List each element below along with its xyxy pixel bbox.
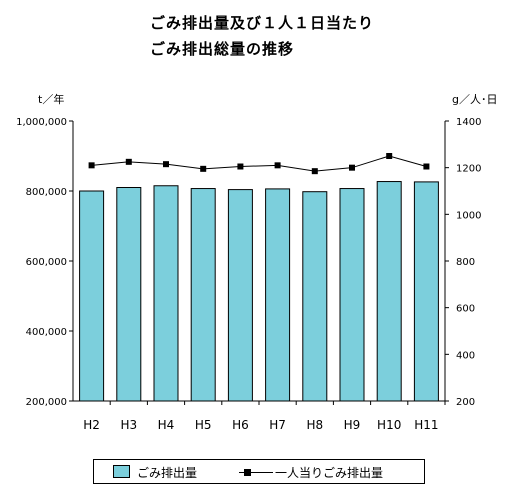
legend-line-marker xyxy=(244,469,251,476)
line-marker-H11 xyxy=(423,163,430,170)
bar-H6 xyxy=(227,189,253,402)
left-tick-label: 1,000,000 xyxy=(16,117,67,128)
left-axis-unit: t／年 xyxy=(38,93,65,106)
chart-title-line-2: ごみ排出総量の推移 xyxy=(150,40,295,58)
bar-H3 xyxy=(116,187,142,402)
chart-title-line-1: ごみ排出量及び１人１日当たり xyxy=(150,14,375,32)
line-marker-H3 xyxy=(125,158,132,165)
bar-H9 xyxy=(339,188,365,402)
x-tick-label-H5: H5 xyxy=(195,418,212,432)
right-tick-label: 400 xyxy=(456,350,475,361)
bar-H2 xyxy=(79,190,105,402)
right-tick-label: 600 xyxy=(456,304,475,315)
x-tick-label-H6: H6 xyxy=(232,418,249,432)
bar-H11 xyxy=(413,181,439,402)
line-marker-H5 xyxy=(200,165,207,172)
x-tick-label-H11: H11 xyxy=(414,418,438,432)
left-tick-label: 200,000 xyxy=(26,397,67,408)
right-tick-label: 1000 xyxy=(456,210,481,221)
left-tick-label: 600,000 xyxy=(26,257,67,268)
right-tick-label: 800 xyxy=(456,257,475,268)
legend-bar-swatch xyxy=(113,465,130,478)
line-marker-H8 xyxy=(311,168,318,175)
left-tick-label: 800,000 xyxy=(26,187,67,198)
bar-H7 xyxy=(265,188,291,402)
line-marker-H9 xyxy=(349,164,355,171)
line-marker-H4 xyxy=(163,161,169,168)
right-axis-unit: g／人･日 xyxy=(452,93,498,106)
bar-H10 xyxy=(376,181,402,402)
line-marker-H10 xyxy=(386,153,393,159)
x-tick-label-H8: H8 xyxy=(306,418,323,432)
x-tick-label-H4: H4 xyxy=(158,418,175,432)
right-tick-label: 1200 xyxy=(456,164,481,175)
x-tick-label-H7: H7 xyxy=(269,418,286,432)
left-tick-label: 400,000 xyxy=(26,327,67,338)
right-tick-label: 200 xyxy=(456,397,475,408)
legend-line-sample xyxy=(239,472,273,473)
x-tick-label-H9: H9 xyxy=(344,418,361,432)
bar-H4 xyxy=(153,185,179,402)
line-marker-H7 xyxy=(274,162,281,169)
line-marker-H2 xyxy=(88,162,95,169)
line-marker-H6 xyxy=(237,163,244,170)
x-tick-label-H10: H10 xyxy=(377,418,401,432)
legend: ごみ排出量 一人当りごみ排出量 xyxy=(93,459,425,484)
legend-line-label: 一人当りごみ排出量 xyxy=(275,466,384,480)
x-tick-label-H3: H3 xyxy=(120,418,137,432)
line-series xyxy=(91,155,427,172)
x-tick-label-H2: H2 xyxy=(83,418,100,432)
bar-H8 xyxy=(302,191,328,402)
legend-bar-label: ごみ排出量 xyxy=(137,466,198,480)
right-tick-label: 1400 xyxy=(456,117,481,128)
bar-H5 xyxy=(190,188,216,402)
